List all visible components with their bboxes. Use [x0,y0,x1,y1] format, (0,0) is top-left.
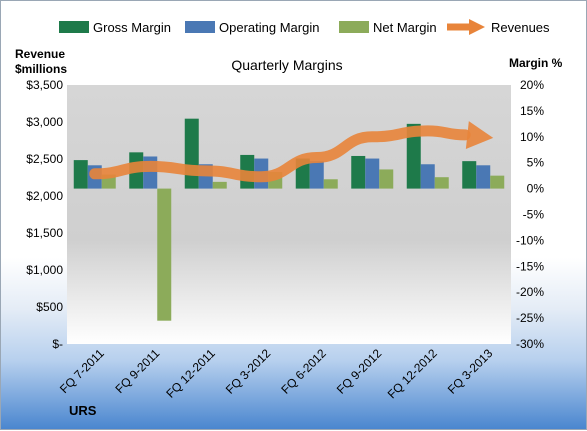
left-axis-title-line1: Revenue [15,47,65,61]
legend-label-operating-margin: Operating Margin [219,20,319,35]
bar-operating-margin [365,158,380,189]
left-tick-label: $- [52,337,63,351]
category-label: FQ 3-2012 [223,346,274,397]
right-tick-label: -25% [516,311,544,325]
legend-swatch-net-margin [339,21,369,33]
category-labels: FQ 7-2011 FQ 9-2011 FQ 12-2011 FQ 3-2012 FQ … [57,346,496,401]
legend-label-net-margin: Net Margin [373,20,437,35]
bar-operating-margin [309,161,324,189]
right-tick-label: -15% [516,259,544,273]
category-label: FQ 9-2011 [113,346,163,396]
legend-label-revenues: Revenues [491,20,550,35]
bar-operating-margin [420,164,435,189]
revenue-arrow-line [89,125,471,183]
bar-net-margin [490,175,505,189]
legend-swatch-gross-margin [59,21,89,33]
company-label: URS [69,403,97,418]
category-label: FQ 12-2012 [385,346,440,401]
bar-gross-margin [73,160,88,189]
right-tick-label: 0% [527,182,545,196]
category-label: FQ 3-2013 [445,346,496,397]
right-tick-label: 20% [520,78,544,92]
bar-gross-margin [462,161,477,189]
right-tick-label: 15% [520,104,544,118]
left-tick-label: $1,000 [26,263,63,277]
left-tick-label: $500 [36,300,63,314]
right-axis-ticks: -30% -25% -20% -15% -10% -5% 0% 5% 10% 15% 20% [516,78,544,351]
right-axis-title: Margin % [509,56,563,70]
bar-gross-margin [184,118,199,189]
bar-net-margin [323,179,338,189]
right-tick-label: -5% [523,208,545,222]
bar-operating-margin [476,165,491,189]
revenue-arrowhead [465,121,494,150]
left-tick-label: $1,500 [26,226,63,240]
right-tick-label: 5% [527,156,545,170]
left-tick-label: $3,500 [26,78,63,92]
left-tick-label: $3,000 [26,115,63,129]
right-tick-label: -20% [516,285,544,299]
right-tick-label: -30% [516,337,544,351]
plot-area [67,85,511,344]
bar-net-margin [379,169,394,189]
left-tick-label: $2,500 [26,152,63,166]
legend-label-gross-margin: Gross Margin [93,20,171,35]
right-tick-label: -10% [516,233,544,247]
bar-net-margin [157,188,172,321]
left-axis-title-line2: $millions [15,62,67,76]
bar-gross-margin [406,123,421,189]
category-label: FQ 7-2011 [57,346,107,396]
legend: Gross Margin Operating Margin Net Margin… [59,19,550,35]
revenue-arrow-layer [89,121,494,183]
legend-swatch-revenues-arrowhead [469,19,485,35]
left-axis-ticks: $- $500 $1,000 $1,500 $2,000 $2,500 $3,000 $3,5… [26,78,63,351]
bar-gross-margin [351,155,366,189]
category-label: FQ 12-2011 [163,346,218,401]
left-tick-label: $2,000 [26,189,63,203]
bar-net-margin [434,177,449,189]
category-label: FQ 9-2012 [334,346,385,397]
legend-swatch-operating-margin [185,21,215,33]
category-label: FQ 6-2012 [278,346,329,397]
chart-title: Quarterly Margins [231,57,342,73]
right-tick-label: 10% [520,130,544,144]
bar-net-margin [212,181,227,189]
